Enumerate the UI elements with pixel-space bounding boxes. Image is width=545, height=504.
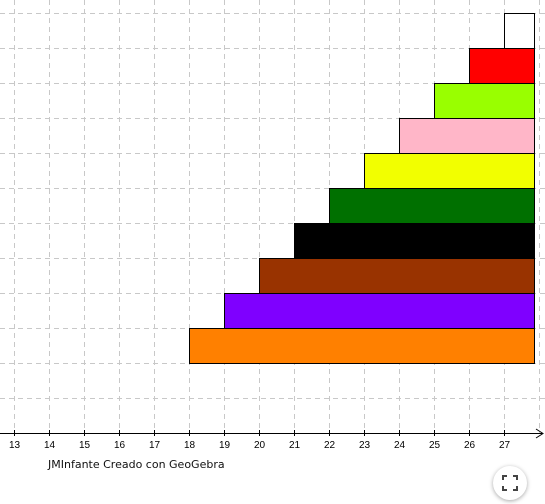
x-tick-labels: 13 14 15 16 17 18 19 20 21 22 23 24 25 26 27 — [9, 430, 511, 451]
bar-1[interactable] — [189, 328, 535, 364]
fullscreen-button[interactable] — [493, 466, 527, 500]
x-tick-label: 27 — [499, 440, 511, 451]
x-tick-label: 16 — [114, 440, 126, 451]
x-axis — [0, 428, 544, 439]
fullscreen-icon — [502, 475, 518, 491]
x-tick-label: 20 — [254, 440, 266, 451]
bar-3[interactable] — [259, 258, 535, 294]
bar-2[interactable] — [224, 293, 535, 329]
bars — [189, 13, 535, 364]
x-tick-label: 22 — [324, 440, 336, 451]
bar-8[interactable] — [434, 83, 535, 119]
x-tick-label: 18 — [184, 440, 196, 451]
x-tick-label: 19 — [219, 440, 231, 451]
credit-text: JMInfante Creado con GeoGebra — [48, 458, 225, 471]
bar-9[interactable] — [469, 48, 535, 84]
x-tick-label: 21 — [289, 440, 301, 451]
x-tick-label: 23 — [359, 440, 371, 451]
x-tick-label: 26 — [464, 440, 476, 451]
bar-10[interactable] — [504, 13, 535, 49]
x-tick-label: 13 — [9, 440, 21, 451]
bar-4[interactable] — [294, 223, 535, 259]
bar-5[interactable] — [329, 188, 535, 224]
x-tick-label: 14 — [44, 440, 56, 451]
bar-6[interactable] — [364, 153, 535, 189]
bar-7[interactable] — [399, 118, 535, 154]
x-axis-arrow — [535, 428, 544, 439]
x-tick-label: 17 — [149, 440, 161, 451]
x-tick-label: 25 — [429, 440, 441, 451]
x-tick-label: 24 — [394, 440, 406, 451]
x-tick-label: 15 — [79, 440, 91, 451]
